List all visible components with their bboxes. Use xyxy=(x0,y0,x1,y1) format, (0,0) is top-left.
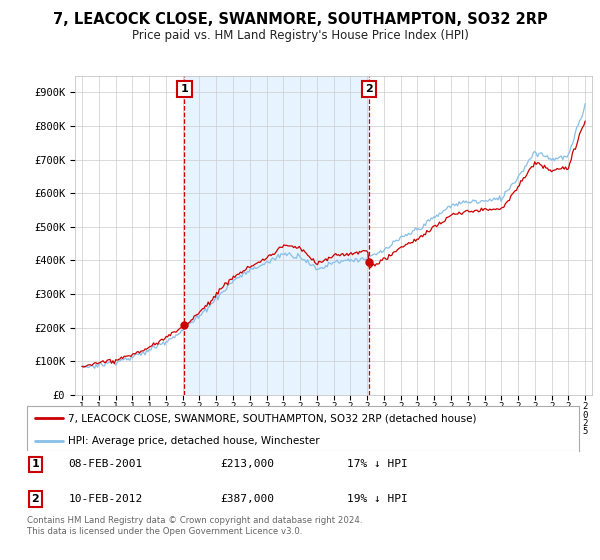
Text: 2: 2 xyxy=(31,494,39,504)
Text: HPI: Average price, detached house, Winchester: HPI: Average price, detached house, Winc… xyxy=(68,436,320,446)
Text: 19% ↓ HPI: 19% ↓ HPI xyxy=(347,494,408,504)
Text: 2: 2 xyxy=(365,84,373,94)
Bar xyxy=(184,76,369,395)
Text: 1: 1 xyxy=(181,84,188,94)
Text: £387,000: £387,000 xyxy=(220,494,274,504)
Text: Price paid vs. HM Land Registry's House Price Index (HPI): Price paid vs. HM Land Registry's House … xyxy=(131,29,469,42)
Text: 7, LEACOCK CLOSE, SWANMORE, SOUTHAMPTON, SO32 2RP: 7, LEACOCK CLOSE, SWANMORE, SOUTHAMPTON,… xyxy=(53,12,547,27)
Text: 10-FEB-2012: 10-FEB-2012 xyxy=(68,494,143,504)
Text: 08-FEB-2001: 08-FEB-2001 xyxy=(68,459,143,469)
Text: 17% ↓ HPI: 17% ↓ HPI xyxy=(347,459,408,469)
Text: Contains HM Land Registry data © Crown copyright and database right 2024.
This d: Contains HM Land Registry data © Crown c… xyxy=(27,516,362,536)
Text: 1: 1 xyxy=(31,459,39,469)
Text: 7, LEACOCK CLOSE, SWANMORE, SOUTHAMPTON, SO32 2RP (detached house): 7, LEACOCK CLOSE, SWANMORE, SOUTHAMPTON,… xyxy=(68,413,477,423)
Text: £213,000: £213,000 xyxy=(220,459,274,469)
